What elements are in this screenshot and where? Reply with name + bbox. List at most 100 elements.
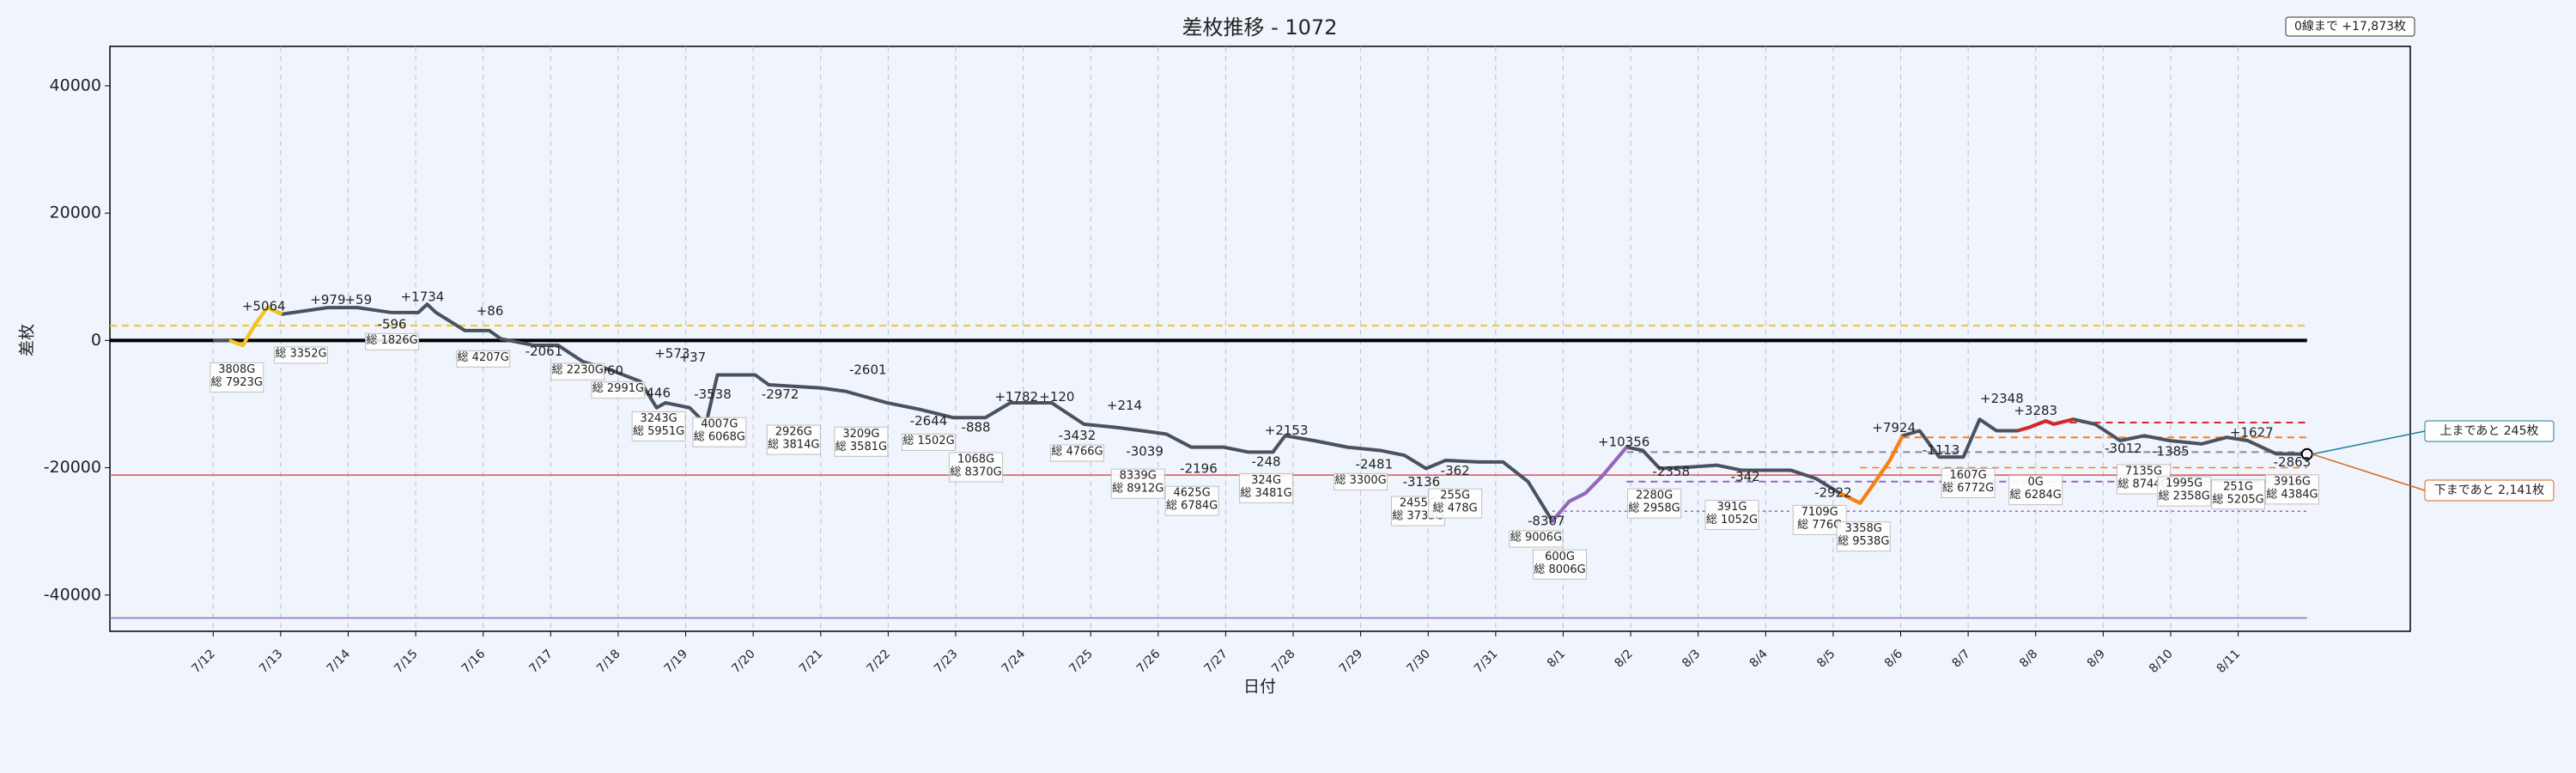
info-box: 総 9006G — [1509, 530, 1564, 548]
info-box-text: 7135G — [2125, 466, 2162, 478]
value-annotation: +2153 — [1265, 423, 1309, 438]
value-annotation: -2644 — [910, 413, 948, 429]
value-annotation: +573 — [654, 345, 690, 361]
info-box-text: 総 2958G — [1628, 502, 1680, 515]
x-tick-label: 7/21 — [797, 647, 826, 676]
x-tick-label: 7/20 — [729, 647, 758, 676]
series-line — [1838, 435, 1905, 505]
info-box-bg — [1334, 472, 1388, 490]
info-box-bg — [1941, 467, 1996, 498]
info-box-text: 総 9006G — [1510, 532, 1562, 545]
info-box-text: 251G — [2223, 480, 2253, 493]
value-annotation: -3136 — [1403, 474, 1441, 490]
info-box-bg — [365, 332, 420, 350]
x-tick-label: 8/8 — [2017, 647, 2040, 670]
x-axis-label: 日付 — [1243, 678, 1276, 697]
x-tick-label: 7/22 — [864, 647, 893, 676]
info-box-bg — [1164, 485, 1219, 516]
info-box-text: 4007G — [701, 418, 738, 431]
info-box-bg — [1239, 472, 1294, 503]
info-box-bg — [2264, 474, 2319, 505]
info-box-text: 総 9538G — [1838, 535, 1889, 548]
x-tick-label: 8/3 — [1680, 647, 1703, 670]
lower-box — [2424, 479, 2555, 502]
y-axis-label: 差枚 — [18, 324, 37, 356]
value-annotation: +2348 — [1980, 391, 2024, 406]
x-tick-label: 8/5 — [1814, 647, 1838, 670]
info-box-text: 総 4384G — [2266, 488, 2318, 501]
x-tick-label: 7/24 — [999, 647, 1029, 676]
value-annotation: -342 — [1731, 469, 1760, 484]
value-annotation: -3012 — [2105, 441, 2142, 456]
info-box-bg — [692, 417, 747, 447]
info-box-text: 総 2991G — [592, 382, 644, 395]
info-box-bg — [1049, 444, 1104, 462]
value-annotation: -362 — [1441, 463, 1470, 478]
info-box-text: 総 6784G — [1166, 500, 1218, 513]
value-annotation: -2358 — [1652, 464, 1690, 479]
x-tick-label: 7/28 — [1269, 647, 1298, 676]
info-box-bg — [834, 426, 889, 457]
info-box-text: 総 2230G — [552, 364, 604, 377]
zero-distance-box — [2285, 16, 2415, 37]
info-box-text: 総 6284G — [2010, 489, 2062, 502]
info-box-text: 8339G — [1120, 470, 1157, 483]
info-box-bg — [1836, 521, 1891, 552]
value-annotation: +214 — [1107, 398, 1142, 413]
info-box: 総 3300G — [1334, 472, 1388, 490]
info-box-text: 総 6772G — [1942, 482, 1994, 495]
info-box-text: 2455G — [1400, 497, 1437, 510]
x-tick-label: 7/16 — [459, 647, 489, 676]
info-box: 総 2991G — [591, 381, 646, 399]
x-tick-label: 7/27 — [1202, 647, 1231, 676]
y-tick-label: -20000 — [44, 458, 101, 477]
zero-distance-label: 0線まで +17,873枚 — [2294, 20, 2406, 33]
x-tick-label: 7/31 — [1472, 647, 1501, 676]
info-box-bg — [902, 433, 957, 451]
value-annotation: +37 — [679, 350, 707, 365]
info-box-text: 総 1502G — [902, 435, 954, 447]
info-box-text: 総 478G — [1433, 502, 1478, 515]
info-box-bg — [766, 424, 821, 455]
info-box-text: 総 5205G — [2212, 493, 2263, 506]
info-box-text: 総 5951G — [633, 425, 684, 438]
info-box-text: 3808G — [218, 363, 255, 376]
info-box-text: 総 4766G — [1051, 446, 1103, 459]
value-annotation: -2972 — [762, 386, 799, 402]
value-annotation: -2481 — [1356, 456, 1394, 472]
value-annotation: +7924 — [1872, 420, 1916, 435]
info-box-text: 0G — [2028, 476, 2044, 489]
info-box: 総 4766G — [1049, 444, 1104, 462]
info-box-text: 総 3352G — [275, 347, 326, 360]
value-annotation: +59 — [344, 292, 372, 307]
info-box-text: 総 8912G — [1112, 483, 1163, 496]
value-annotation: -1385 — [2152, 444, 2190, 460]
value-annotation: -2196 — [1180, 461, 1218, 477]
info-box-text: 総 776G — [1797, 519, 1842, 532]
x-tick-label: 7/13 — [257, 647, 286, 676]
info-box-bg — [2157, 476, 2212, 507]
info-box-bg — [2211, 479, 2266, 510]
value-annotation: -248 — [1252, 453, 1281, 469]
lower-connector — [2312, 453, 2426, 491]
x-tick-label: 7/19 — [662, 647, 691, 676]
info-box-bg — [1428, 488, 1483, 519]
x-tick-label: 7/25 — [1066, 647, 1096, 676]
info-box-text: 2280G — [1636, 490, 1673, 502]
info-box-text: 総 1826G — [366, 334, 417, 347]
info-box-bg — [550, 362, 605, 380]
value-annotation: +1782 — [994, 389, 1038, 405]
value-annotation: -2061 — [526, 344, 563, 359]
info-box-text: 1995G — [2166, 478, 2202, 490]
upper-connector — [2312, 430, 2426, 455]
info-box-text: 3209G — [842, 428, 879, 441]
y-tick-label: 40000 — [50, 76, 101, 94]
info-box-bg — [210, 362, 264, 393]
